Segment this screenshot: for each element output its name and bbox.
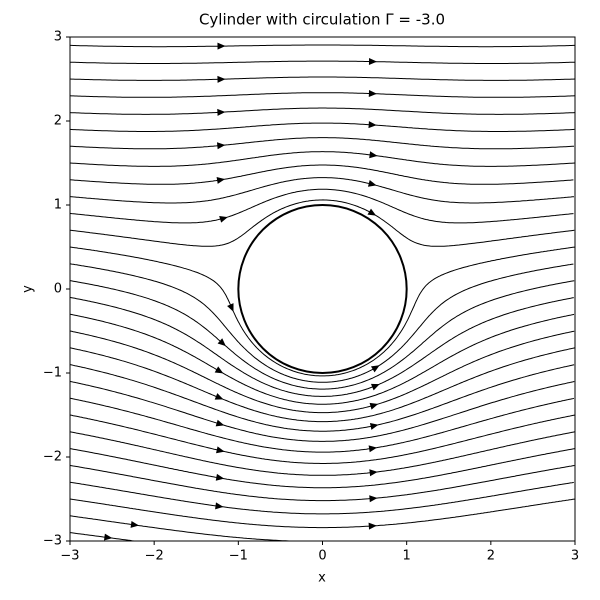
flow-arrow bbox=[370, 365, 380, 373]
flow-arrow bbox=[130, 520, 139, 528]
streamline bbox=[69, 515, 290, 542]
y-tick-label: −1 bbox=[43, 366, 62, 381]
x-tick-label: 0 bbox=[318, 549, 326, 564]
flow-arrow bbox=[217, 338, 226, 347]
x-tick-label: −2 bbox=[145, 549, 164, 564]
flow-arrow bbox=[215, 419, 225, 427]
streamline bbox=[69, 280, 575, 390]
x-tick-label: 2 bbox=[487, 549, 495, 564]
flow-arrow bbox=[368, 89, 377, 97]
streamline bbox=[69, 76, 575, 81]
flow-arrow bbox=[369, 423, 379, 430]
streamline bbox=[69, 313, 575, 405]
flow-arrow bbox=[369, 495, 378, 503]
x-tick-label: −1 bbox=[229, 549, 248, 564]
x-tick-label: 1 bbox=[403, 549, 411, 564]
y-tick-label: 0 bbox=[54, 282, 62, 297]
streamline bbox=[69, 380, 575, 442]
flow-arrow bbox=[368, 522, 377, 530]
x-tick-label: −3 bbox=[60, 549, 79, 564]
streamline bbox=[69, 188, 574, 224]
streamline bbox=[69, 448, 575, 489]
streamline bbox=[69, 151, 575, 167]
streamline bbox=[69, 296, 574, 397]
flow-arrow bbox=[370, 383, 380, 391]
flow-arrow bbox=[217, 42, 226, 50]
streamline bbox=[70, 44, 575, 48]
flow-arrow bbox=[217, 108, 226, 116]
streamline bbox=[69, 330, 575, 414]
streamline bbox=[69, 164, 574, 185]
flow-arrow bbox=[369, 469, 378, 477]
streamline bbox=[69, 532, 134, 542]
y-tick-label: −2 bbox=[43, 450, 62, 465]
streamline bbox=[70, 60, 575, 64]
x-tick-label: 3 bbox=[571, 549, 579, 564]
flow-arrow bbox=[216, 142, 226, 150]
streamline bbox=[69, 199, 575, 247]
flow-arrow bbox=[216, 446, 225, 454]
streamline bbox=[69, 414, 575, 464]
streamline bbox=[69, 347, 575, 423]
chart-title: Cylinder with circulation Γ = -3.0 bbox=[199, 11, 445, 29]
flow-arrow bbox=[217, 75, 226, 83]
flow-arrow bbox=[368, 445, 378, 453]
flow-arrow bbox=[227, 303, 234, 312]
streamline bbox=[69, 137, 574, 150]
flow-arrow bbox=[214, 366, 224, 374]
streamline bbox=[69, 364, 575, 432]
flow-arrow bbox=[367, 208, 377, 216]
flow-arrow bbox=[103, 533, 113, 541]
flow-arrow bbox=[215, 473, 225, 481]
flow-arrow bbox=[369, 151, 378, 159]
y-axis-label: y bbox=[21, 285, 36, 293]
streamline bbox=[69, 263, 574, 383]
y-tick-label: 2 bbox=[54, 114, 62, 129]
streamline bbox=[69, 122, 575, 132]
streamline bbox=[69, 464, 575, 502]
streamline bbox=[69, 481, 574, 515]
flow-arrow bbox=[219, 215, 228, 223]
streamline bbox=[69, 92, 575, 98]
streamline bbox=[69, 246, 575, 377]
y-tick-label: 1 bbox=[54, 198, 62, 213]
flow-arrow bbox=[215, 502, 224, 510]
streamline bbox=[69, 177, 575, 204]
x-axis-label: x bbox=[318, 571, 326, 586]
flow-arrow bbox=[214, 393, 224, 400]
y-tick-label: 3 bbox=[54, 30, 62, 45]
flow-arrow bbox=[369, 402, 379, 410]
streamlines bbox=[69, 42, 575, 542]
flow-arrow bbox=[367, 180, 377, 187]
streamline bbox=[69, 431, 575, 476]
flow-arrow bbox=[216, 176, 226, 184]
streamline bbox=[69, 498, 575, 529]
flow-arrow bbox=[368, 58, 377, 66]
y-tick-label: −3 bbox=[43, 534, 62, 549]
streamline bbox=[69, 397, 575, 453]
streamline bbox=[69, 107, 575, 115]
cylinder bbox=[237, 204, 408, 374]
flow-arrow bbox=[368, 121, 377, 129]
